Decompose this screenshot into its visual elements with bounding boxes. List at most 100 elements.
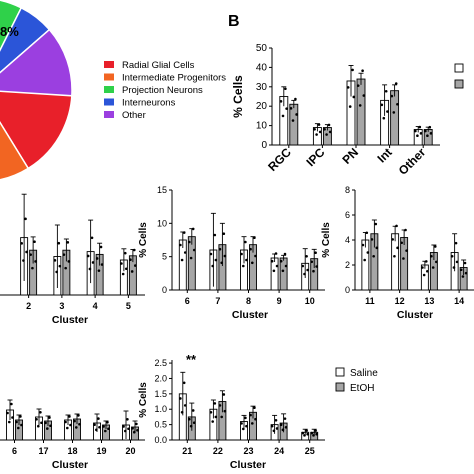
data-point bbox=[214, 258, 218, 262]
panel-b-legend-swatch-etoh bbox=[454, 79, 464, 89]
data-point bbox=[66, 426, 69, 430]
data-point bbox=[95, 257, 99, 260]
data-point bbox=[104, 429, 107, 433]
y-tick-label: 0.5 bbox=[154, 420, 167, 430]
data-point bbox=[312, 434, 315, 437]
data-point bbox=[179, 243, 182, 247]
data-point bbox=[97, 417, 100, 420]
data-point bbox=[421, 266, 424, 269]
data-point bbox=[218, 247, 222, 251]
x-tick-label: 11 bbox=[365, 296, 375, 306]
data-point bbox=[426, 269, 429, 273]
data-point bbox=[380, 103, 384, 107]
bar bbox=[289, 103, 299, 146]
data-point bbox=[214, 415, 218, 419]
data-point bbox=[182, 381, 186, 385]
data-point bbox=[40, 421, 43, 425]
data-point bbox=[274, 252, 278, 255]
data-point bbox=[120, 262, 123, 265]
x-tick-label: 12 bbox=[395, 296, 405, 306]
data-point bbox=[20, 423, 23, 427]
legend-swatch-saline bbox=[335, 367, 345, 377]
y-axis-label: % Cells bbox=[321, 222, 332, 258]
data-point bbox=[394, 82, 398, 85]
data-point bbox=[382, 116, 386, 120]
data-point bbox=[100, 263, 104, 266]
data-point bbox=[346, 86, 350, 89]
x-tick-label: 18 bbox=[67, 446, 77, 456]
legend-label-3: Interneurons bbox=[122, 98, 176, 109]
x-tick-label: 7 bbox=[215, 296, 220, 306]
data-point bbox=[433, 245, 437, 248]
data-point bbox=[134, 264, 137, 267]
data-point bbox=[361, 243, 365, 247]
data-point bbox=[183, 251, 187, 254]
bar bbox=[279, 257, 288, 291]
data-point bbox=[370, 238, 374, 241]
x-tick-label: RGC bbox=[265, 145, 294, 174]
data-point bbox=[352, 95, 356, 99]
data-point bbox=[281, 428, 285, 432]
data-point bbox=[305, 254, 308, 258]
data-point bbox=[31, 266, 34, 270]
x-tick-label: 6 bbox=[12, 446, 17, 456]
data-point bbox=[220, 415, 223, 419]
x-axis-label: Cluster bbox=[232, 309, 268, 321]
data-point bbox=[57, 241, 61, 245]
data-point bbox=[284, 264, 288, 268]
data-point bbox=[281, 114, 285, 118]
legend-label-4: Other bbox=[122, 110, 146, 121]
data-point bbox=[314, 251, 317, 255]
data-point bbox=[66, 241, 70, 244]
data-point bbox=[122, 425, 125, 428]
data-point bbox=[130, 270, 134, 273]
pie-slice-2 bbox=[0, 0, 23, 52]
data-point bbox=[10, 402, 13, 406]
x-axis-label: Cluster bbox=[52, 459, 88, 471]
y-tick-label: 1.0 bbox=[154, 404, 167, 414]
data-point bbox=[179, 397, 182, 400]
data-point bbox=[48, 416, 51, 419]
panel-clusters-21-25: 0.0 0.5 1.0 1.5 2.0 2.5 % Cells 21 22 23 24 25 Clust… bbox=[138, 352, 378, 471]
bar bbox=[270, 257, 279, 291]
legend-label-0: Radial Glial Cells bbox=[122, 60, 195, 71]
data-point bbox=[428, 125, 432, 129]
data-point bbox=[363, 258, 366, 262]
data-point bbox=[244, 416, 247, 420]
data-point bbox=[192, 248, 196, 252]
data-point bbox=[64, 266, 67, 270]
y-axis-label: % Cells bbox=[231, 75, 245, 118]
x-tick-label: 24 bbox=[274, 446, 284, 456]
legend-swatch-3 bbox=[104, 98, 114, 106]
data-point bbox=[249, 413, 252, 417]
data-point bbox=[192, 421, 196, 424]
data-point bbox=[19, 415, 22, 418]
y-tick-label: 15 bbox=[157, 185, 167, 195]
data-point bbox=[64, 420, 67, 424]
data-point bbox=[454, 241, 458, 245]
data-point bbox=[384, 89, 388, 93]
x-tick-label: 22 bbox=[213, 446, 223, 456]
data-point bbox=[97, 269, 101, 272]
data-point bbox=[393, 254, 396, 258]
x-tick-label: 14 bbox=[454, 296, 464, 306]
data-point bbox=[136, 428, 139, 432]
data-point bbox=[254, 254, 257, 258]
data-point bbox=[62, 253, 66, 256]
legend-swatch-etoh bbox=[335, 382, 345, 392]
data-point bbox=[213, 402, 217, 405]
data-point bbox=[6, 411, 9, 415]
data-point bbox=[209, 411, 213, 414]
x-tick-label: 19 bbox=[96, 446, 106, 456]
data-point bbox=[135, 422, 138, 426]
data-point bbox=[183, 404, 187, 407]
data-point bbox=[283, 417, 287, 420]
data-point bbox=[275, 427, 279, 430]
data-point bbox=[75, 426, 78, 429]
data-point bbox=[275, 264, 279, 268]
data-point bbox=[180, 258, 184, 262]
x-axis-label: Cluster bbox=[52, 314, 88, 326]
data-point bbox=[325, 133, 328, 136]
data-point bbox=[240, 252, 243, 256]
data-point bbox=[414, 129, 417, 133]
